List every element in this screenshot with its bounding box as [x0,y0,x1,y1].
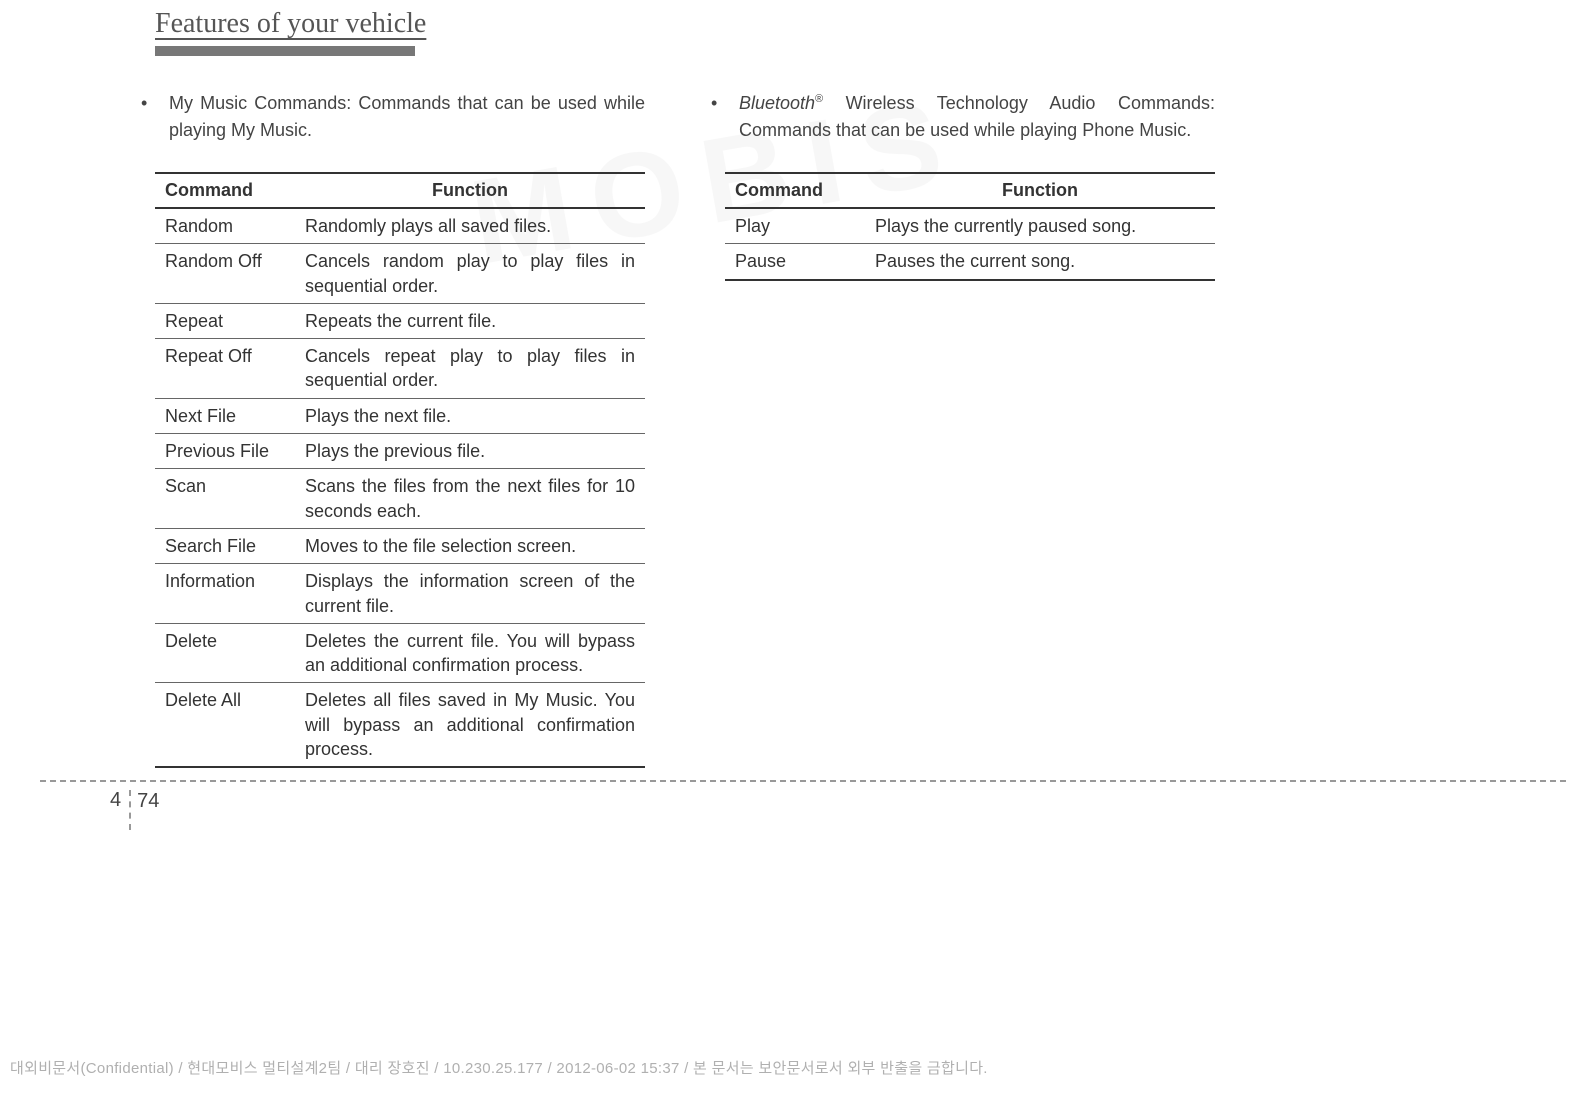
table-row: Delete AllDeletes all files saved in My … [155,683,645,767]
cell-function: Repeats the current file. [295,303,645,338]
table-header-row: Command Function [155,173,645,208]
table-row: Previous FilePlays the previous file. [155,434,645,469]
table-row: RandomRandomly plays all saved files. [155,208,645,244]
cell-function: Scans the files from the next files for … [295,469,645,529]
col-header-function: Function [865,173,1215,208]
right-intro-text: • Bluetooth® Wireless Technology Audio C… [725,90,1215,144]
cell-command: Scan [155,469,295,529]
table-header-row: Command Function [725,173,1215,208]
cell-function: Pauses the current song. [865,244,1215,280]
confidential-footer: 대외비문서(Confidential) / 현대모비스 멀티설계2팀 / 대리 … [10,1057,988,1078]
cell-function: Cancels random play to play files in seq… [295,244,645,304]
cell-command: Delete [155,623,295,683]
my-music-commands-table: Command Function RandomRandomly plays al… [155,172,645,768]
table-row: PausePauses the current song. [725,244,1215,280]
table-row: Random OffCancels random play to play fi… [155,244,645,304]
cell-function: Plays the currently paused song. [865,208,1215,244]
cell-command: Play [725,208,865,244]
table-row: Search FileMoves to the file selection s… [155,528,645,563]
table-row: ScanScans the files from the next files … [155,469,645,529]
col-header-function: Function [295,173,645,208]
table-row: InformationDisplays the information scre… [155,564,645,624]
registered-icon: ® [815,93,823,105]
table-row: DeleteDeletes the current file. You will… [155,623,645,683]
cell-command: Repeat [155,303,295,338]
right-column: • Bluetooth® Wireless Technology Audio C… [725,90,1215,768]
page-number-block: 4 74 [110,790,159,830]
table-row: Repeat OffCancels repeat play to play fi… [155,339,645,399]
right-table-body: PlayPlays the currently paused song.Paus… [725,208,1215,280]
cell-command: Information [155,564,295,624]
footer-dashed-line [40,780,1566,782]
cell-function: Deletes the current file. You will bypas… [295,623,645,683]
content-area: • My Music Commands: Commands that can b… [155,90,1446,768]
header-underline-bar [155,46,415,56]
left-column: • My Music Commands: Commands that can b… [155,90,645,768]
cell-command: Random Off [155,244,295,304]
cell-command: Random [155,208,295,244]
cell-function: Displays the information screen of the c… [295,564,645,624]
left-intro-body: My Music Commands: Commands that can be … [169,93,645,140]
left-table-body: RandomRandomly plays all saved files.Ran… [155,208,645,767]
cell-command: Next File [155,398,295,433]
table-row: PlayPlays the currently paused song. [725,208,1215,244]
section-number: 4 [110,790,131,830]
table-row: RepeatRepeats the current file. [155,303,645,338]
cell-function: Randomly plays all saved files. [295,208,645,244]
left-intro-text: • My Music Commands: Commands that can b… [155,90,645,144]
page-number: 74 [131,790,159,813]
cell-function: Cancels repeat play to play files in seq… [295,339,645,399]
page-header-title: Features of your vehicle [155,8,426,40]
bluetooth-word: Bluetooth [739,93,815,113]
col-header-command: Command [155,173,295,208]
cell-function: Moves to the file selection screen. [295,528,645,563]
cell-command: Pause [725,244,865,280]
cell-function: Plays the next file. [295,398,645,433]
cell-function: Deletes all files saved in My Music. You… [295,683,645,767]
cell-command: Repeat Off [155,339,295,399]
bullet-icon: • [155,90,169,117]
table-row: Next FilePlays the next file. [155,398,645,433]
cell-command: Delete All [155,683,295,767]
bluetooth-commands-table: Command Function PlayPlays the currently… [725,172,1215,281]
cell-command: Previous File [155,434,295,469]
cell-command: Search File [155,528,295,563]
bullet-icon: • [725,90,739,117]
cell-function: Plays the previous file. [295,434,645,469]
col-header-command: Command [725,173,865,208]
